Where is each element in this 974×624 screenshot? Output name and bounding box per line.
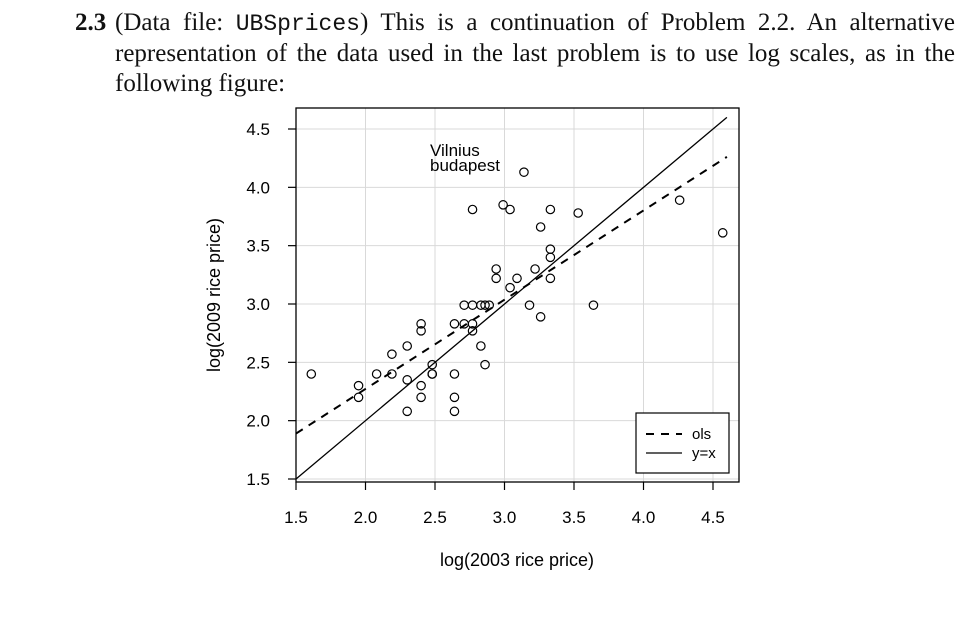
data-point bbox=[459, 300, 469, 310]
data-point bbox=[416, 326, 426, 336]
line-y-equals-x bbox=[295, 116, 728, 480]
axis-ticks: 1.5 2.0 2.5 3.0 3.5 4.0 4.5 1.5 2.0 2.5 3.0 3.5 4.0 4… bbox=[246, 120, 724, 527]
y-tick-label: 3.5 bbox=[246, 237, 270, 256]
data-point bbox=[449, 406, 460, 417]
x-axis-label: log(2003 rice price) bbox=[440, 550, 594, 570]
x-tick-label: 4.0 bbox=[632, 508, 656, 527]
problem-statement: 2.3 (Data file: UBSprices) This is a con… bbox=[75, 8, 955, 99]
annotation-vilnius: Vilnius bbox=[430, 141, 480, 160]
data-point bbox=[480, 359, 490, 370]
data-point bbox=[545, 252, 556, 263]
data-point bbox=[449, 392, 460, 403]
data-point bbox=[449, 369, 460, 379]
x-tick-label: 3.0 bbox=[493, 508, 517, 527]
y-tick-label: 4.5 bbox=[246, 120, 270, 139]
data-point bbox=[524, 300, 535, 310]
data-point bbox=[467, 326, 478, 336]
data-point bbox=[519, 167, 529, 177]
data-point bbox=[491, 264, 501, 274]
legend-yx-label: y=x bbox=[692, 445, 716, 462]
data-point bbox=[467, 204, 478, 215]
problem-text-suffix: ) This is a continuation of Problem 2.2.… bbox=[115, 9, 956, 97]
data-point bbox=[427, 359, 438, 370]
data-point bbox=[371, 369, 382, 379]
x-tick-label: 4.5 bbox=[701, 508, 725, 527]
data-point bbox=[545, 204, 556, 215]
data-point bbox=[545, 244, 556, 254]
data-point bbox=[427, 369, 438, 379]
data-point bbox=[402, 341, 412, 351]
data-point bbox=[535, 222, 546, 232]
x-tick-label: 2.5 bbox=[423, 508, 447, 527]
data-point bbox=[505, 204, 515, 215]
plot-frame bbox=[295, 107, 740, 483]
data-point bbox=[545, 273, 556, 284]
problem-text: (Data file: UBSprices) This is a continu… bbox=[115, 8, 955, 99]
line-ols bbox=[295, 156, 728, 435]
data-point bbox=[449, 319, 460, 329]
data-point bbox=[484, 300, 495, 310]
data-point bbox=[717, 228, 728, 238]
y-tick-label: 2.5 bbox=[246, 353, 270, 372]
data-point bbox=[588, 300, 599, 310]
data-point bbox=[416, 392, 426, 403]
x-tick-label: 3.5 bbox=[562, 508, 586, 527]
problem-text-prefix: (Data file: bbox=[115, 9, 236, 36]
legend-ols-label: ols bbox=[692, 426, 711, 443]
problem-number: 2.3 bbox=[75, 9, 107, 36]
data-point bbox=[416, 380, 426, 391]
data-point bbox=[674, 195, 685, 205]
legend-box bbox=[635, 412, 730, 474]
y-tick-label: 3.0 bbox=[246, 295, 270, 314]
data-point bbox=[306, 369, 317, 379]
data-point bbox=[353, 380, 364, 391]
data-point bbox=[476, 341, 486, 351]
data-point bbox=[535, 312, 546, 322]
data-point bbox=[467, 300, 478, 310]
data-point bbox=[480, 300, 490, 310]
data-file-name: UBSprices bbox=[235, 11, 360, 37]
data-point bbox=[505, 282, 515, 293]
data-points bbox=[306, 167, 728, 417]
data-point bbox=[402, 375, 412, 385]
x-tick-label: 2.0 bbox=[354, 508, 378, 527]
data-point bbox=[459, 319, 469, 329]
data-point bbox=[387, 369, 397, 379]
reference-lines bbox=[295, 116, 728, 480]
data-point bbox=[416, 319, 426, 329]
annotation-budapest: budapest bbox=[430, 156, 500, 175]
y-tick-label: 4.0 bbox=[246, 178, 270, 197]
data-point bbox=[353, 392, 364, 403]
data-point bbox=[491, 273, 501, 284]
y-tick-label: 2.0 bbox=[246, 412, 270, 431]
data-point bbox=[402, 406, 412, 417]
data-point bbox=[387, 349, 397, 359]
data-point bbox=[573, 208, 583, 218]
data-point bbox=[498, 200, 508, 210]
data-point bbox=[467, 319, 478, 329]
data-point bbox=[530, 264, 540, 274]
data-point bbox=[512, 273, 522, 284]
y-tick-label: 1.5 bbox=[246, 470, 270, 489]
x-tick-label: 1.5 bbox=[284, 508, 308, 527]
legend: ols y=x bbox=[635, 412, 730, 474]
y-axis-label: log(2009 rice price) bbox=[204, 218, 224, 372]
